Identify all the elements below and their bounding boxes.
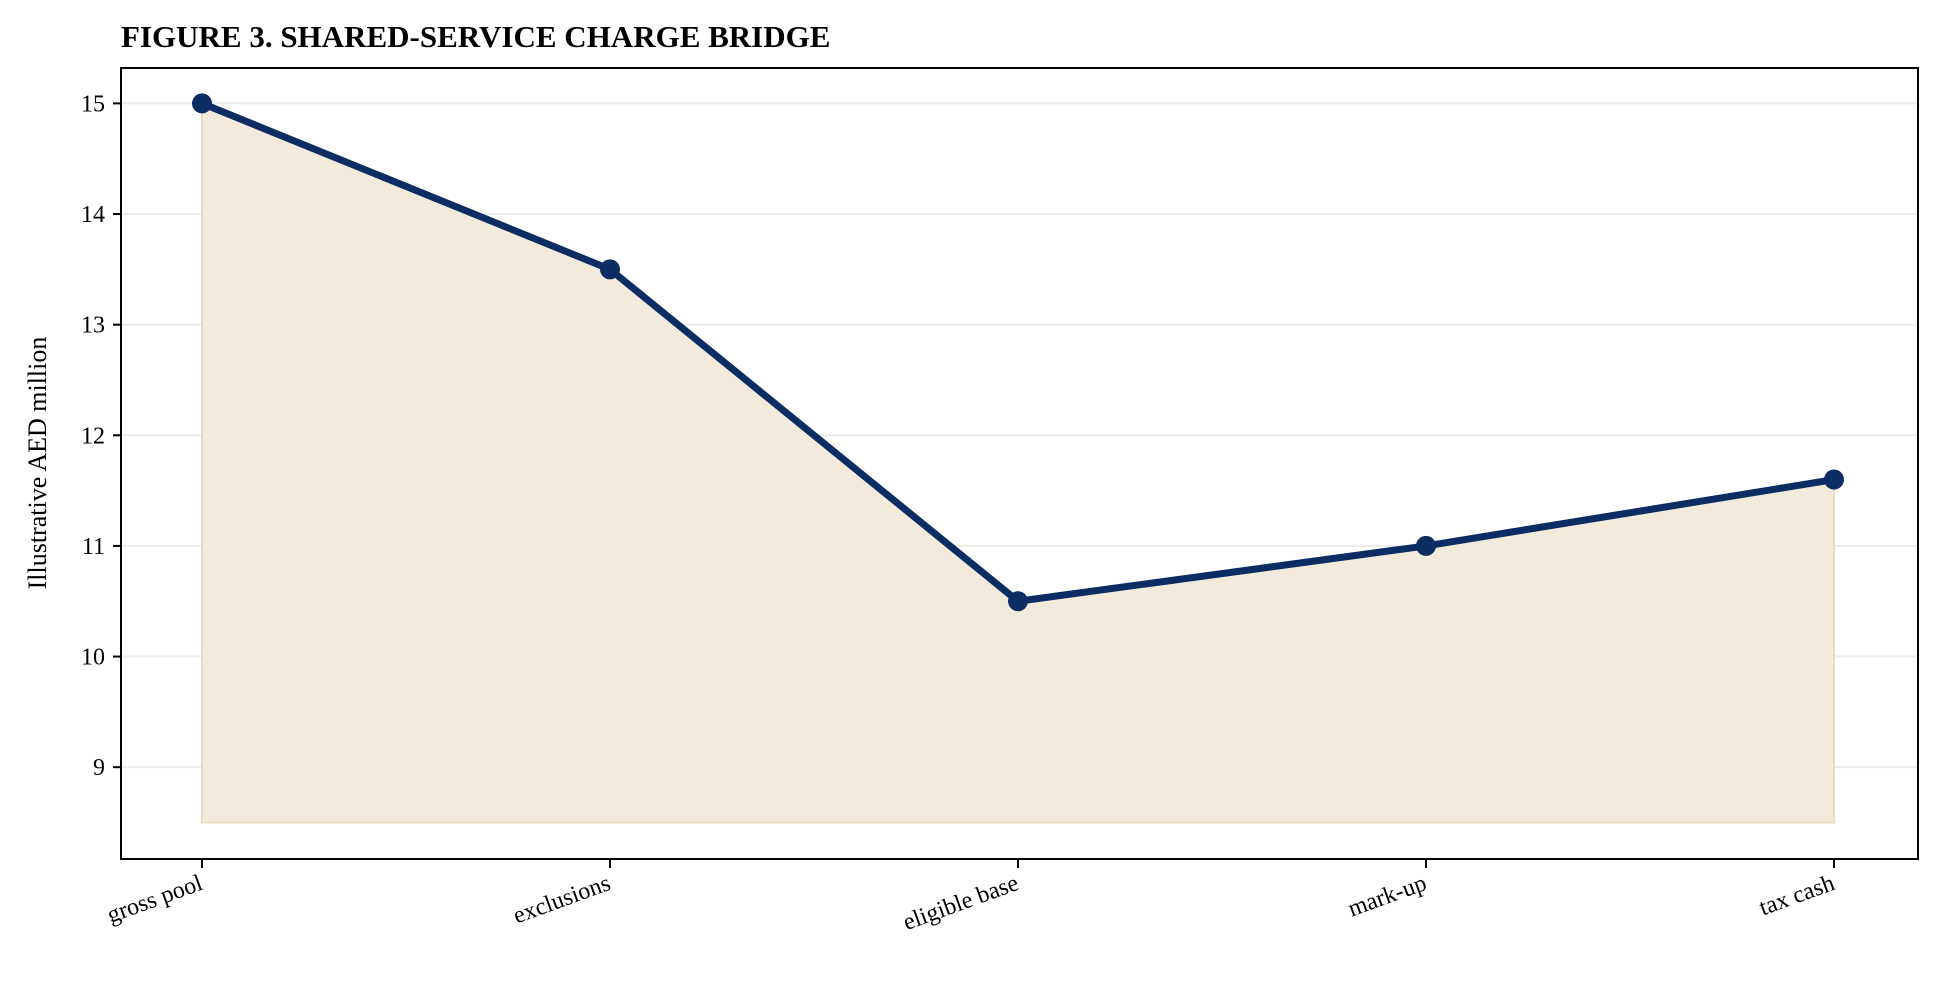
data-point <box>192 93 212 114</box>
area-fill <box>201 101 1835 824</box>
data-point <box>600 259 620 280</box>
y-axis-ticks: 9 10 11 12 13 14 15 <box>81 91 121 781</box>
chart-title: FIGURE 3. SHARED-SERVICE CHARGE BRIDGE <box>121 19 830 54</box>
x-tick-label: eligible base <box>900 870 1022 936</box>
area-fill-layer <box>201 101 1835 824</box>
y-tick-label: 15 <box>81 91 105 117</box>
data-point-layer <box>192 93 1844 612</box>
data-point <box>1008 591 1028 612</box>
data-point <box>1824 469 1844 490</box>
y-tick-label: 9 <box>93 755 105 781</box>
x-tick-label: exclusions <box>510 870 614 929</box>
x-tick-label: gross pool <box>104 870 207 929</box>
y-tick-label: 14 <box>81 202 105 228</box>
y-axis-label: Illustrative AED million <box>23 337 52 590</box>
plot-area-frame <box>120 67 1919 860</box>
y-tick-label: 12 <box>81 423 105 449</box>
y-tick-label: 10 <box>81 645 105 671</box>
x-tick-label: mark-up <box>1345 870 1430 922</box>
y-tick-label: 13 <box>81 313 105 339</box>
x-axis-ticks: gross pool exclusions eligible base mark-up… <box>104 859 1838 936</box>
data-point <box>1416 535 1436 556</box>
x-tick-label: tax cash <box>1756 870 1838 921</box>
y-tick-label: 11 <box>82 534 105 560</box>
